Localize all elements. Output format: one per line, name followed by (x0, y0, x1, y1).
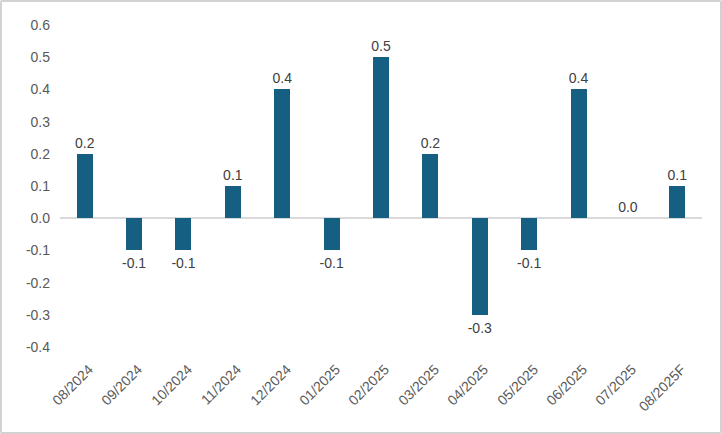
x-axis-label-03/2025: 03/2025 (396, 362, 442, 408)
bar-08/2025F (669, 186, 685, 218)
x-axis-label-10/2024: 10/2024 (149, 362, 195, 408)
chart-frame: 0.6 0.5 0.4 0.3 0.2 0.1 0.0 -0.1 -0.2 -0.3 -0.4 0.2… (0, 0, 722, 434)
data-label-08/2025F: 0.1 (668, 168, 687, 182)
bar-chart-plot-area: 0.6 0.5 0.4 0.3 0.2 0.1 0.0 -0.1 -0.2 -0.3 -0.4 0.2… (2, 2, 720, 432)
data-label-08/2024: 0.2 (75, 136, 94, 150)
y-axis-tick-label: 0.2 (10, 147, 50, 161)
bar-02/2025 (373, 57, 389, 218)
y-axis-tick-label: -0.2 (10, 276, 50, 290)
y-axis-tick-label: 0.6 (10, 18, 50, 32)
data-label-11/2024: 0.1 (223, 168, 242, 182)
bar-08/2024 (77, 154, 93, 218)
data-label-10/2024: -0.1 (171, 256, 195, 270)
y-axis-tick-label: -0.4 (10, 340, 50, 354)
y-axis-tick-label: -0.3 (10, 308, 50, 322)
x-axis-label-08/2024: 08/2024 (50, 362, 96, 408)
data-label-12/2024: 0.4 (272, 71, 291, 85)
bar-04/2025 (472, 218, 488, 315)
bar-05/2025 (521, 218, 537, 250)
x-axis-label-11/2024: 11/2024 (199, 362, 245, 408)
data-label-06/2025: 0.4 (569, 71, 588, 85)
bar-10/2024 (175, 218, 191, 250)
bar-12/2024 (274, 89, 290, 218)
bar-03/2025 (422, 154, 438, 218)
bar-06/2025 (571, 89, 587, 218)
x-axis-label-05/2025: 05/2025 (494, 362, 540, 408)
bar-11/2024 (225, 186, 241, 218)
x-axis-label-01/2025: 01/2025 (297, 362, 343, 408)
x-axis-label-07/2025: 07/2025 (593, 362, 639, 408)
x-axis-label-08/2025F: 08/2025F (636, 362, 688, 414)
data-label-02/2025: 0.5 (371, 39, 390, 53)
bar-01/2025 (324, 218, 340, 250)
data-label-04/2025: -0.3 (468, 321, 492, 335)
y-axis-tick-label: -0.1 (10, 243, 50, 257)
y-axis-tick-label: 0.4 (10, 82, 50, 96)
data-label-03/2025: 0.2 (421, 136, 440, 150)
data-label-01/2025: -0.1 (320, 256, 344, 270)
x-axis-label-12/2024: 12/2024 (247, 362, 293, 408)
y-axis-tick-label: 0.1 (10, 179, 50, 193)
data-label-07/2025: 0.0 (618, 200, 637, 214)
x-axis-label-09/2024: 09/2024 (99, 362, 145, 408)
y-axis-tick-label: 0.5 (10, 50, 50, 64)
x-axis-label-02/2025: 02/2025 (346, 362, 392, 408)
y-axis-tick-label: 0.3 (10, 115, 50, 129)
data-label-05/2025: -0.1 (517, 256, 541, 270)
x-axis-label-06/2025: 06/2025 (544, 362, 590, 408)
x-axis-label-04/2025: 04/2025 (445, 362, 491, 408)
bar-09/2024 (126, 218, 142, 250)
y-axis-tick-label: 0.0 (10, 211, 50, 225)
data-label-09/2024: -0.1 (122, 256, 146, 270)
